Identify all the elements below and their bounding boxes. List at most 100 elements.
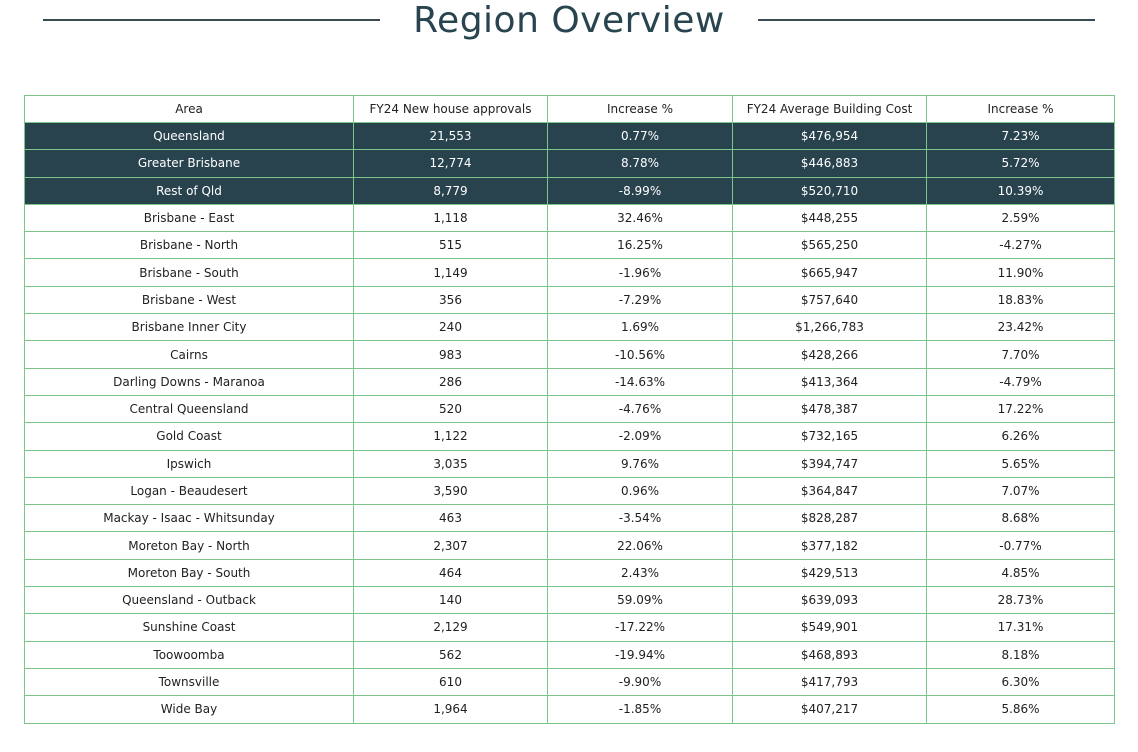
cell-approvals-increase: 1.69% (547, 313, 733, 342)
cell-building-cost: $828,287 (732, 504, 927, 533)
cell-area: Cairns (24, 340, 354, 369)
table-row: Townsville 610 -9.90% $417,793 6.30% (24, 667, 1115, 697)
header-approvals-increase: Increase % (547, 95, 733, 123)
table-row: Logan - Beaudesert 3,590 0.96% $364,847 … (24, 476, 1115, 506)
cell-area: Moreton Bay - South (24, 558, 354, 588)
cell-area: Sunshine Coast (24, 613, 354, 642)
cell-building-cost: $732,165 (732, 422, 927, 451)
cell-approvals-increase: 59.09% (547, 586, 733, 615)
table-row: Wide Bay 1,964 -1.85% $407,217 5.86% (24, 695, 1115, 724)
cell-approvals-increase: -10.56% (547, 340, 733, 369)
cell-area: Queensland - Outback (24, 586, 354, 615)
table-body: Queensland 21,553 0.77% $476,954 7.23% G… (24, 121, 1115, 724)
cell-approvals: 463 (353, 504, 548, 533)
cell-building-cost: $446,883 (732, 149, 927, 178)
cell-area: Rest of Qld (24, 176, 354, 205)
table-row: Queensland - Outback 140 59.09% $639,093… (24, 586, 1115, 615)
cell-approvals-increase: -9.90% (547, 667, 733, 697)
cell-building-cost: $478,387 (732, 394, 927, 424)
cell-area: Brisbane - East (24, 203, 354, 233)
header-building-cost: FY24 Average Building Cost (732, 95, 927, 123)
cell-cost-increase: 6.30% (926, 667, 1115, 697)
cell-approvals: 21,553 (353, 121, 548, 151)
cell-approvals: 3,035 (353, 449, 548, 478)
cell-cost-increase: 5.86% (926, 695, 1115, 724)
cell-area: Ipswich (24, 449, 354, 478)
cell-cost-increase: 2.59% (926, 203, 1115, 233)
cell-building-cost: $428,266 (732, 340, 927, 369)
table-row: Sunshine Coast 2,129 -17.22% $549,901 17… (24, 613, 1115, 642)
table-row: Brisbane - East 1,118 32.46% $448,255 2.… (24, 203, 1115, 233)
cell-approvals-increase: 0.96% (547, 476, 733, 506)
table-row: Cairns 983 -10.56% $428,266 7.70% (24, 340, 1115, 369)
cell-approvals-increase: 22.06% (547, 531, 733, 560)
cell-approvals-increase: -1.96% (547, 258, 733, 287)
cell-area: Brisbane - North (24, 231, 354, 260)
cell-approvals: 464 (353, 558, 548, 588)
cell-approvals-increase: -1.85% (547, 695, 733, 724)
cell-cost-increase: 8.18% (926, 640, 1115, 669)
cell-building-cost: $448,255 (732, 203, 927, 233)
cell-approvals: 3,590 (353, 476, 548, 506)
title-rule-left (43, 19, 380, 21)
cell-approvals: 1,964 (353, 695, 548, 724)
cell-area: Logan - Beaudesert (24, 476, 354, 506)
cell-area: Darling Downs - Maranoa (24, 367, 354, 396)
cell-cost-increase: 7.07% (926, 476, 1115, 506)
table-header: Area FY24 New house approvals Increase %… (24, 95, 1115, 123)
cell-approvals: 983 (353, 340, 548, 369)
cell-approvals-increase: 8.78% (547, 149, 733, 178)
cell-building-cost: $407,217 (732, 695, 927, 724)
cell-approvals: 12,774 (353, 149, 548, 178)
table-row: Central Queensland 520 -4.76% $478,387 1… (24, 394, 1115, 424)
cell-building-cost: $394,747 (732, 449, 927, 478)
cell-area: Greater Brisbane (24, 149, 354, 178)
cell-cost-increase: 11.90% (926, 258, 1115, 287)
cell-approvals: 610 (353, 667, 548, 697)
cell-area: Wide Bay (24, 695, 354, 724)
cell-cost-increase: -0.77% (926, 531, 1115, 560)
cell-cost-increase: 4.85% (926, 558, 1115, 588)
cell-approvals: 520 (353, 394, 548, 424)
table-row: Moreton Bay - South 464 2.43% $429,513 4… (24, 558, 1115, 588)
header-cost-increase: Increase % (926, 95, 1115, 123)
cell-cost-increase: 10.39% (926, 176, 1115, 205)
summary-row: Queensland 21,553 0.77% $476,954 7.23% (24, 121, 1115, 151)
cell-approvals: 515 (353, 231, 548, 260)
cell-cost-increase: 7.23% (926, 121, 1115, 151)
cell-building-cost: $377,182 (732, 531, 927, 560)
cell-building-cost: $476,954 (732, 121, 927, 151)
summary-row: Rest of Qld 8,779 -8.99% $520,710 10.39% (24, 176, 1115, 205)
cell-building-cost: $417,793 (732, 667, 927, 697)
cell-building-cost: $549,901 (732, 613, 927, 642)
table-row: Gold Coast 1,122 -2.09% $732,165 6.26% (24, 422, 1115, 451)
cell-area: Townsville (24, 667, 354, 697)
cell-area: Mackay - Isaac - Whitsunday (24, 504, 354, 533)
cell-approvals: 1,149 (353, 258, 548, 287)
cell-area: Moreton Bay - North (24, 531, 354, 560)
cell-approvals: 1,118 (353, 203, 548, 233)
cell-cost-increase: 7.70% (926, 340, 1115, 369)
cell-building-cost: $520,710 (732, 176, 927, 205)
cell-cost-increase: 17.31% (926, 613, 1115, 642)
cell-building-cost: $364,847 (732, 476, 927, 506)
cell-building-cost: $757,640 (732, 285, 927, 315)
cell-building-cost: $639,093 (732, 586, 927, 615)
cell-cost-increase: 8.68% (926, 504, 1115, 533)
cell-approvals-increase: 9.76% (547, 449, 733, 478)
cell-approvals-increase: 16.25% (547, 231, 733, 260)
table-row: Brisbane - West 356 -7.29% $757,640 18.8… (24, 285, 1115, 315)
table-row: Toowoomba 562 -19.94% $468,893 8.18% (24, 640, 1115, 669)
cell-cost-increase: 18.83% (926, 285, 1115, 315)
cell-building-cost: $1,266,783 (732, 313, 927, 342)
cell-approvals-increase: -17.22% (547, 613, 733, 642)
cell-area: Central Queensland (24, 394, 354, 424)
cell-approvals: 562 (353, 640, 548, 669)
cell-area: Queensland (24, 121, 354, 151)
cell-building-cost: $429,513 (732, 558, 927, 588)
cell-approvals: 8,779 (353, 176, 548, 205)
table-row: Moreton Bay - North 2,307 22.06% $377,18… (24, 531, 1115, 560)
cell-approvals-increase: -19.94% (547, 640, 733, 669)
cell-cost-increase: 28.73% (926, 586, 1115, 615)
cell-approvals-increase: -3.54% (547, 504, 733, 533)
